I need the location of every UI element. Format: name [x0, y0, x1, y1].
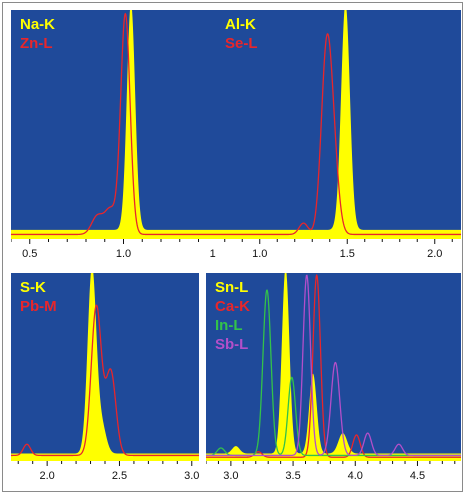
spectrum-panel-1: Na-KZn-L0.51.01.5 — [11, 10, 236, 263]
series-area-al-k — [216, 10, 461, 239]
series-line-sb-l — [206, 274, 461, 457]
legend-label-na-k: Na-K — [20, 16, 55, 33]
legend-label-sn-l: Sn-L — [215, 279, 248, 296]
x-tick-label: 2.5 — [112, 470, 127, 482]
x-tick-label: 2.0 — [40, 470, 55, 482]
legend-label-s-k: S-K — [20, 279, 46, 296]
spectrum-panel-3: S-K Pb-M 2.0 2.5 3.0 — [11, 273, 199, 485]
x-tick-label: 2.0 — [427, 248, 442, 260]
x-tick-label: 0.5 — [22, 248, 37, 260]
spectrum-panel-4: Sn-L Ca-K In-L Sb-L 3.0 3.5 4.0 4.5 — [206, 273, 461, 485]
x-tick-label: 4.5 — [410, 470, 425, 482]
x-tick-label: 3.5 — [285, 470, 300, 482]
series-line-pb-m — [11, 304, 199, 457]
series-line-ca-k — [206, 274, 461, 458]
spectra-figure: Na-K Zn-L 0.5 1.0 1.5 Al-K Se-L 1.0 1.5 2.0 S-K P… — [2, 2, 463, 492]
legend-label-ca-k: Ca-K — [215, 298, 250, 315]
legend-label-in-l: In-L — [215, 317, 243, 334]
series-line-se-l — [216, 33, 461, 236]
x-tick-label: 1.5 — [340, 248, 355, 260]
x-axis-strip — [11, 461, 199, 485]
legend-label-se-l: Se-L — [225, 35, 258, 52]
x-tick-label: 3.0 — [184, 470, 199, 482]
legend-label-al-k: Al-K — [225, 16, 256, 33]
spectrum-panel-2: Al-K Se-L 1.0 1.5 2.0 — [216, 10, 461, 263]
plot-background — [11, 273, 199, 461]
x-axis-strip — [206, 461, 461, 485]
x-tick-label: 3.0 — [223, 470, 238, 482]
series-area-na-k — [11, 10, 236, 239]
legend-label-zn-l: Zn-L — [20, 35, 52, 52]
x-tick-label: 1.0 — [116, 248, 131, 260]
x-tick-label: 4.0 — [348, 470, 363, 482]
legend-label-pb-m: Pb-M — [20, 298, 57, 315]
x-tick-label: 1.0 — [252, 248, 267, 260]
x-axis-strip — [216, 239, 461, 263]
legend-label-sb-l: Sb-L — [215, 336, 248, 353]
series-line-zn-l — [11, 12, 236, 236]
